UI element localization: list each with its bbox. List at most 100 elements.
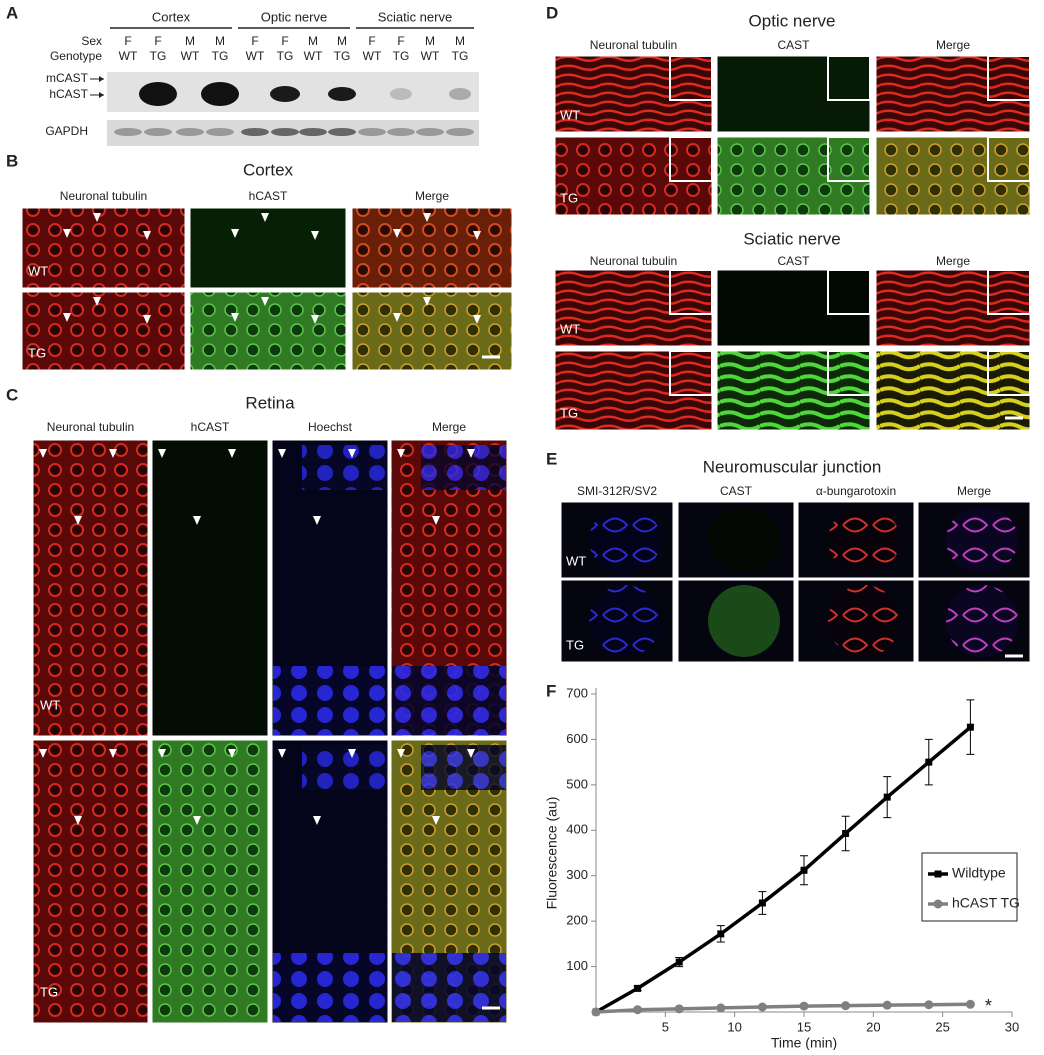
y-tick-label: 200 [566,913,588,928]
legend-label: Wildtype [952,865,1006,881]
row-label: TG [560,190,578,205]
group-label: Sciatic nerve [378,9,452,24]
genotype-label: WT [119,49,138,63]
micrograph [351,207,513,289]
y-tick-label: 700 [566,685,588,700]
series-line [595,1002,971,1014]
nuclei-layer [392,666,506,735]
arrowhead-marker [39,449,47,458]
arrow-head [99,76,104,82]
sex-label: F [397,34,404,48]
genotype-label: WT [246,49,265,63]
panel-letter: B [6,151,18,170]
micrograph [189,207,347,289]
micrograph [189,291,347,371]
data-point [925,758,933,766]
arrowhead-marker [158,449,166,458]
band [176,128,204,136]
arrowhead-marker [393,313,401,322]
arrowhead-marker [278,749,286,758]
arrowhead-marker [467,749,475,758]
data-point [800,866,808,874]
arrowhead-marker [93,297,101,306]
row-label: TG [560,405,578,420]
data-point [965,999,975,1009]
junction [946,585,1018,657]
legend-label: hCAST TG [952,895,1020,911]
band [114,128,142,136]
column-label: hCAST [191,420,230,434]
x-tick-label: 15 [797,1019,811,1034]
panel-letter: D [546,3,558,22]
row-label: TG [566,637,584,652]
micrograph [21,207,186,289]
inset [987,55,1031,101]
band-label: GAPDH [45,124,88,138]
column-label: Merge [432,420,466,434]
row-label: WT [560,107,580,122]
arrowhead-marker [467,449,475,458]
genotype-label: WT [363,49,382,63]
arrowhead-marker [158,749,166,758]
junction [828,507,900,573]
band [328,128,356,136]
junction [946,507,1018,573]
row-label: Sex [81,34,102,48]
genotype-label: TG [452,49,469,63]
data-point [841,1001,851,1011]
data-point [799,1001,809,1011]
data-point [757,1002,767,1012]
row-label: WT [28,263,48,278]
panel-title: Neuromuscular junction [703,457,882,476]
panel-title: Optic nerve [749,11,836,30]
arrow-head [99,92,104,98]
panel-title: Cortex [243,160,294,179]
sex-label: M [425,34,435,48]
nuclei-layer [302,745,387,790]
arrowhead-marker [63,229,71,238]
column-label: Merge [415,189,449,203]
sex-label: M [455,34,465,48]
micrograph [151,739,269,1024]
arrowhead-marker [261,213,269,222]
band [201,82,239,106]
data-point [716,1003,726,1013]
y-axis-label: Fluorescence (au) [544,797,560,910]
band [241,128,269,136]
arrowhead-marker [74,516,82,525]
row-label: WT [560,321,580,336]
column-label: Neuronal tubulin [590,38,677,52]
band [390,88,412,100]
column-label: Hoechst [308,420,353,434]
inset [827,136,871,182]
column-label: CAST [777,38,810,52]
band [387,128,415,136]
arrowhead-marker [193,516,201,525]
nuclei-layer [302,445,387,490]
junction [828,585,900,657]
sex-label: M [215,34,225,48]
arrowhead-marker [228,749,236,758]
inset [827,55,871,101]
nuclei-layer [273,953,387,1022]
sex-label: F [124,34,131,48]
micrograph [32,739,149,1024]
genotype-label: TG [393,49,410,63]
band-label: hCAST [49,87,88,101]
y-tick-label: 300 [566,867,588,882]
nuclei-layer [273,666,387,735]
column-label: Merge [936,254,970,268]
arrowhead-marker [348,449,356,458]
arrowhead-marker [393,229,401,238]
genotype-label: WT [181,49,200,63]
data-point [675,958,683,966]
row-label: WT [566,553,586,568]
sex-label: F [154,34,161,48]
arrowhead-marker [261,297,269,306]
x-tick-label: 10 [727,1019,741,1034]
micrograph [151,439,269,737]
inset [827,269,871,315]
group-label: Optic nerve [261,9,327,24]
band [206,128,234,136]
column-label: Merge [957,484,991,498]
